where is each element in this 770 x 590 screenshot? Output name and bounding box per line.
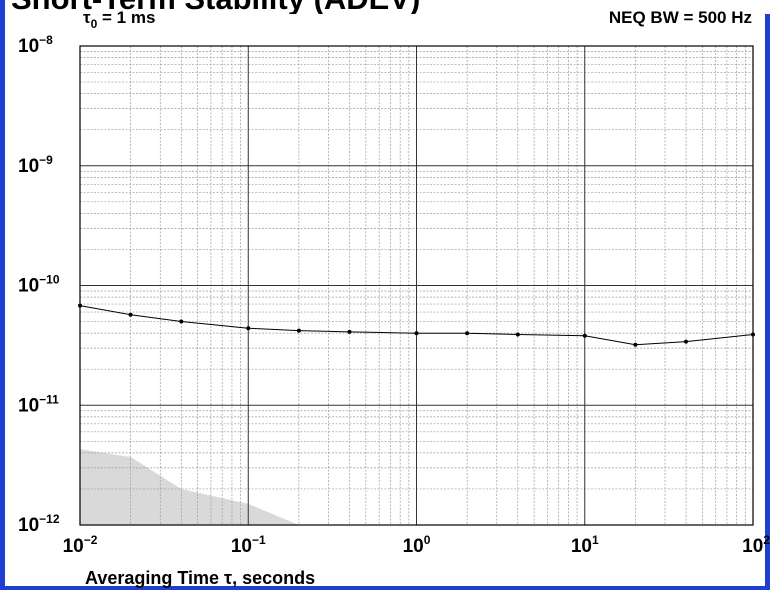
tau0-value: = 1 ms xyxy=(97,8,155,27)
x-tick-label: 101 xyxy=(571,533,599,557)
series-layer xyxy=(78,303,755,347)
x-tick-label: 10−1 xyxy=(231,533,266,557)
adev-data-point xyxy=(684,339,688,344)
plot-border xyxy=(79,45,754,526)
tau0-subscript: 0 xyxy=(91,17,98,31)
adev-data-point xyxy=(582,333,587,338)
adev-data-point xyxy=(751,332,755,337)
tau0-symbol: τ xyxy=(83,8,91,27)
adev-data-point xyxy=(128,312,133,317)
x-tick-label: 102 xyxy=(742,533,770,557)
noise-floor-region xyxy=(80,449,299,525)
x-tick-label: 10−2 xyxy=(63,533,98,557)
y-tick-label: 10−12 xyxy=(18,512,60,536)
adev-data-point xyxy=(465,331,470,336)
x-axis-title: Averaging Time τ, seconds xyxy=(85,568,315,588)
y-tick-label: 10−8 xyxy=(18,33,53,57)
adev-data-point xyxy=(246,326,251,331)
adev-data-point xyxy=(347,329,352,334)
y-tick-label: 10−11 xyxy=(18,392,59,416)
tau0-annotation: τ0 = 1 ms xyxy=(83,8,155,31)
adev-data-point xyxy=(414,331,419,336)
adev-data-point xyxy=(179,319,184,324)
neq-bw-annotation: NEQ BW = 500 Hz xyxy=(609,8,752,27)
y-tick-label: 10−9 xyxy=(18,153,53,177)
adev-data-point xyxy=(515,332,520,337)
noise-floor-region-layer xyxy=(80,449,299,525)
adev-data-point xyxy=(296,328,301,333)
x-tick-label: 100 xyxy=(403,533,431,557)
adev-data-point xyxy=(78,303,82,308)
header-band: Short-Term Stability (ADEV) xyxy=(5,0,770,14)
chart-title-fragment: Short-Term Stability (ADEV) xyxy=(11,0,420,14)
grid-layer xyxy=(79,45,754,526)
y-tick-label: 10−10 xyxy=(18,273,60,297)
adev-data-point xyxy=(633,342,638,347)
